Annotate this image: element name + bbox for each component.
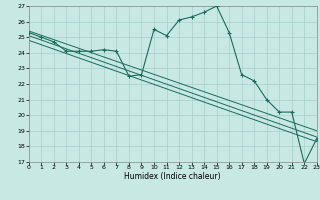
- X-axis label: Humidex (Indice chaleur): Humidex (Indice chaleur): [124, 172, 221, 181]
